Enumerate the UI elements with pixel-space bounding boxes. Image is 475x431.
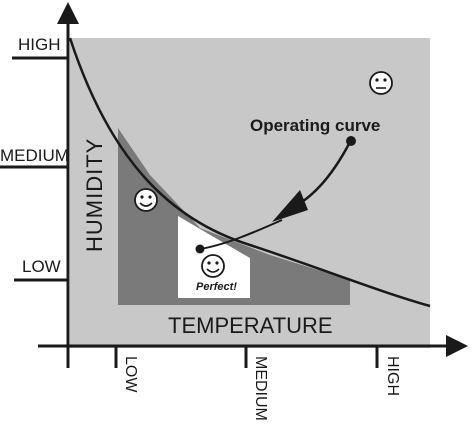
x-tick-label-low: LOW (122, 356, 139, 393)
pointer-anchor-dot (346, 136, 356, 146)
smiley-face-icon (134, 188, 158, 212)
y-tick-label-medium: MEDIUM (0, 146, 69, 165)
y-tick-label-low: LOW (22, 257, 61, 276)
perfect-pointer-line (199, 219, 283, 250)
inner-comfort-region (118, 128, 350, 305)
operating-curve-label: Operating curve (250, 116, 380, 135)
neutral-face-icon (369, 71, 393, 95)
operating-curve (68, 37, 431, 308)
y-tick-label-high: HIGH (18, 35, 61, 54)
y-axis-arrowhead (57, 2, 79, 24)
perfect-point-dot (195, 244, 205, 254)
x-tick-label-medium: MEDIUM (252, 356, 269, 421)
y-axis-title: HUMIDITY (82, 138, 107, 252)
pointer-arrowhead (272, 190, 308, 222)
x-axis-arrowhead (446, 335, 468, 357)
x-axis-title: TEMPERATURE (168, 313, 333, 338)
perfect-smiley-icon (201, 254, 225, 278)
x-tick-label-high: HIGH (384, 356, 401, 396)
perfect-label: Perfect! (196, 281, 237, 293)
